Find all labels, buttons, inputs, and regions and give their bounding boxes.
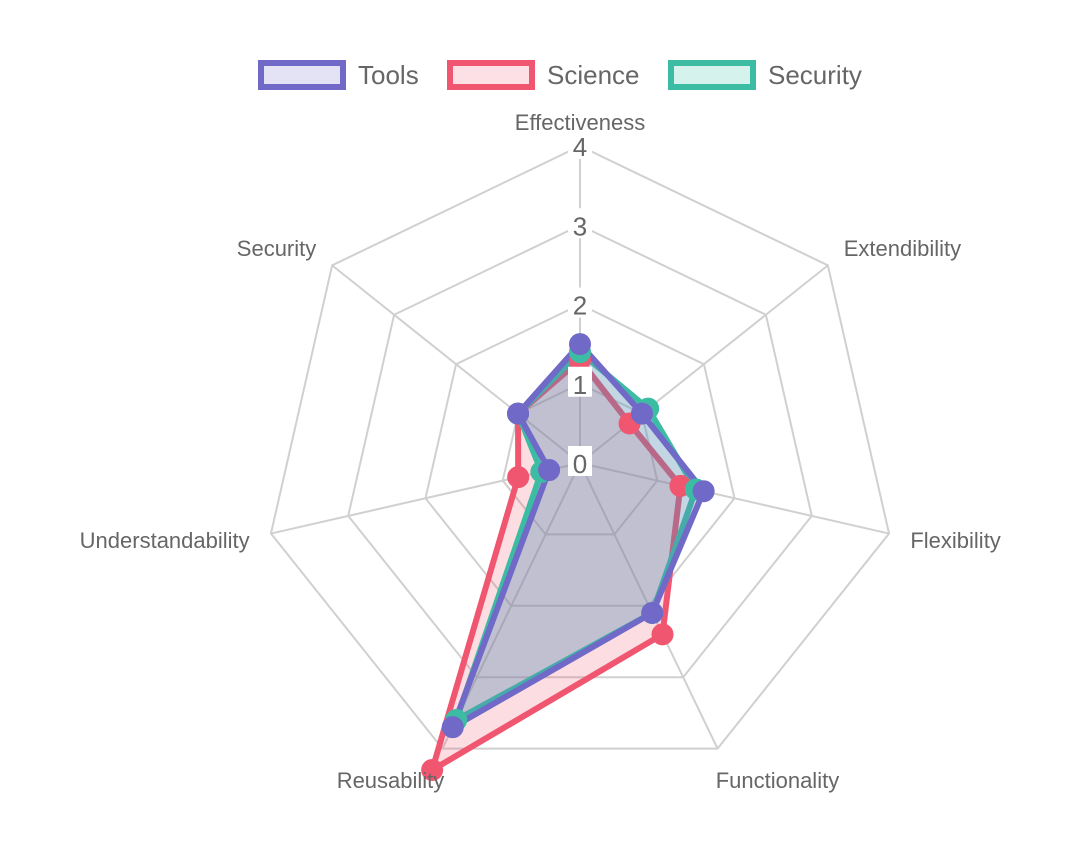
- legend-item-science[interactable]: Science: [447, 55, 640, 95]
- tick-label-1: 1: [573, 370, 587, 400]
- axis-label-flexibility: Flexibility: [910, 528, 1000, 553]
- grid-ring-3: [347, 224, 813, 679]
- tick-label-3: 3: [573, 211, 587, 241]
- legend-item-tools[interactable]: Tools: [258, 55, 419, 95]
- axis-label-understandability: Understandability: [80, 528, 250, 553]
- legend-swatch-security: [668, 60, 756, 90]
- legend-label-security: Security: [768, 59, 862, 90]
- point-science-3: [651, 623, 674, 646]
- point-tools-1: [630, 402, 653, 425]
- tick-bg-4: [568, 129, 592, 159]
- legend-swatch-science: [447, 60, 535, 90]
- point-tools-4: [441, 716, 464, 739]
- tick-bg-1: [568, 366, 592, 397]
- axis-label-extendibility: Extendibility: [844, 236, 961, 261]
- legend-swatch-tools: [258, 60, 346, 90]
- legend-label-tools: Tools: [358, 59, 419, 90]
- tick-bg-3: [568, 208, 592, 239]
- tick-bg-0: [568, 446, 592, 476]
- point-science-4: [421, 759, 444, 782]
- spoke-2: [579, 462, 890, 535]
- tick-label-0: 0: [573, 449, 587, 479]
- grid-ring-4: [269, 144, 891, 750]
- tick-label-2: 2: [573, 291, 587, 321]
- tick-bg-2: [568, 287, 592, 318]
- point-tools-5: [538, 459, 561, 482]
- grid-ring-2: [424, 303, 736, 607]
- point-tools-6: [507, 402, 530, 425]
- axis-label-security: Security: [237, 236, 316, 261]
- axis-label-functionality: Functionality: [716, 768, 840, 793]
- point-tools-3: [641, 601, 664, 624]
- spoke-6: [331, 264, 581, 464]
- point-tools-2: [692, 480, 715, 503]
- legend-label-science: Science: [547, 59, 640, 90]
- axis-label-reusability: Reusability: [337, 768, 445, 793]
- point-tools-0: [569, 333, 591, 356]
- legend-item-security[interactable]: Security: [668, 55, 862, 95]
- legend: Tools Science Security: [0, 55, 1088, 99]
- point-science-5: [507, 466, 530, 489]
- axis-label-effectiveness: Effectiveness: [515, 110, 645, 135]
- tick-label-4: 4: [573, 132, 587, 162]
